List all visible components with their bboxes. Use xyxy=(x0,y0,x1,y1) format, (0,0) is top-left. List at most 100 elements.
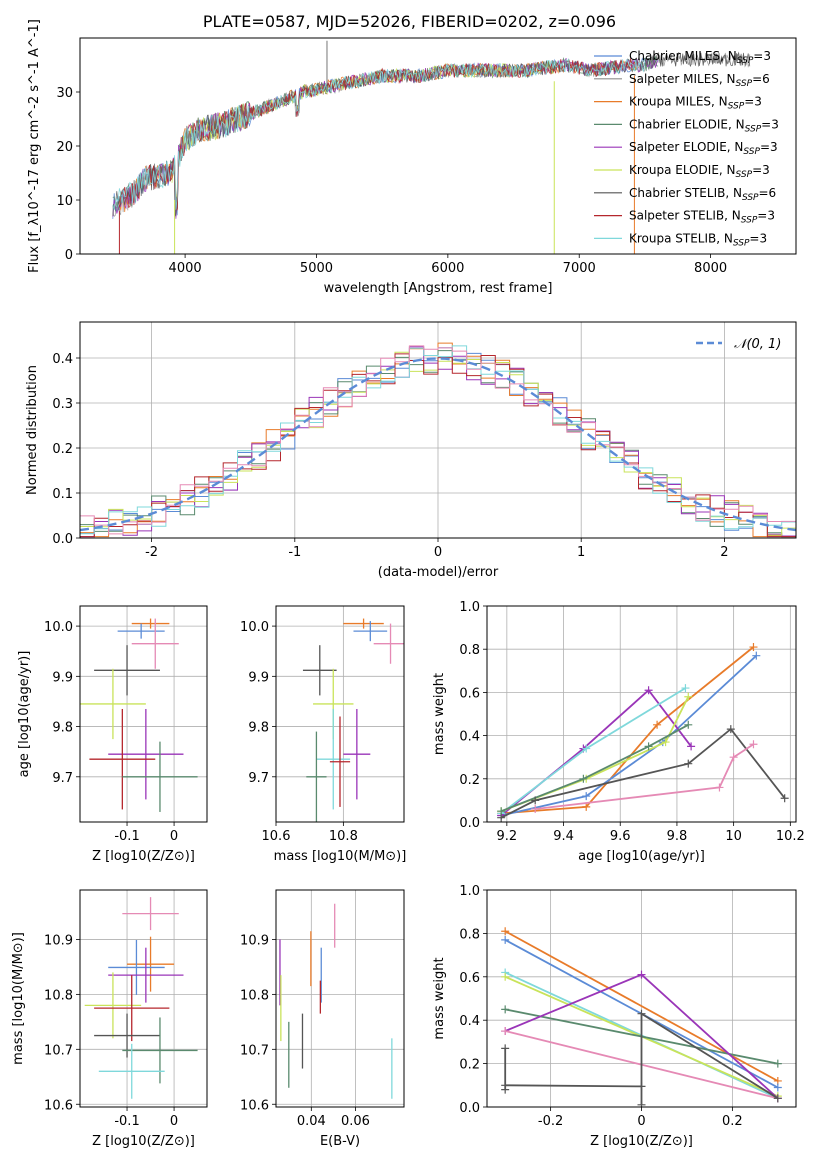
legend-value: =3 xyxy=(757,209,775,223)
plot-area-mass-vs-EBV xyxy=(279,903,393,1099)
legend-subscript: SSP xyxy=(737,56,754,66)
weight-series xyxy=(535,743,754,810)
x-tick-label: 7000 xyxy=(563,261,596,276)
plot-area-mass-vs-Z xyxy=(84,897,198,1099)
weight-marker xyxy=(726,725,735,734)
weight-marker xyxy=(579,774,588,783)
panel-age-vs-mass xyxy=(272,606,404,826)
weight-marker xyxy=(582,792,591,801)
legend-entry: Chabrier MILES, NSSP=3 xyxy=(629,49,771,66)
x-axis-label: (data-model)/error xyxy=(378,565,499,580)
weight-marker xyxy=(684,692,693,701)
legend-value: =3 xyxy=(744,95,762,109)
legend-entry: Salpeter MILES, NSSP=6 xyxy=(629,72,770,89)
x-tick-label: -0.2 xyxy=(538,1114,563,1129)
y-tick-label: 10.8 xyxy=(44,988,73,1003)
weight-marker xyxy=(644,742,653,751)
y-tick-label: 9.9 xyxy=(52,670,73,685)
weight-marker xyxy=(637,1082,646,1091)
x-tick-label: 8000 xyxy=(694,261,727,276)
y-tick-label: 10.7 xyxy=(240,1043,269,1058)
weight-marker xyxy=(715,783,724,792)
plot-area-residual-histogram xyxy=(80,342,796,538)
x-tick-label: 9.4 xyxy=(553,829,574,844)
y-tick-label: 0.0 xyxy=(459,1101,480,1116)
weight-marker xyxy=(637,1100,646,1107)
legend-subscript: SSP xyxy=(742,193,759,203)
y-axis-label: Normed distribution xyxy=(25,365,40,495)
weight-marker xyxy=(773,1083,782,1092)
axes-frame xyxy=(79,889,208,1108)
y-tick-label: 10.9 xyxy=(240,933,269,948)
x-axis-label: mass [log10(M/M⊙)] xyxy=(274,849,407,864)
x-tick-label: -0.1 xyxy=(114,1114,139,1129)
weight-marker xyxy=(780,794,789,803)
y-tick-label: 0.4 xyxy=(459,1014,480,1029)
weight-marker xyxy=(687,742,696,751)
x-tick-label: 10.8 xyxy=(329,829,358,844)
y-tick-label: 0.8 xyxy=(459,927,480,942)
legend-subscript: SSP xyxy=(745,124,762,134)
weight-marker xyxy=(497,813,506,822)
legend-entry: Salpeter ELODIE, NSSP=3 xyxy=(629,140,778,157)
weight-marker xyxy=(501,1005,510,1014)
plot-area-age-vs-Z xyxy=(80,618,198,812)
y-tick-label: 9.8 xyxy=(52,721,73,736)
legend-subscript: SSP xyxy=(736,170,753,180)
x-tick-label: 9.8 xyxy=(667,829,688,844)
legend-value: =3 xyxy=(753,49,771,63)
y-tick-label: 0.2 xyxy=(459,1058,480,1073)
weight-marker xyxy=(637,970,646,979)
y-axis-label: mass weight xyxy=(432,673,447,755)
legend-entry: Kroupa ELODIE, NSSP=3 xyxy=(629,163,770,180)
weight-marker xyxy=(582,744,591,753)
x-tick-label: 6000 xyxy=(431,261,464,276)
x-tick-label: 0 xyxy=(434,545,442,560)
y-tick-label: 10.8 xyxy=(240,988,269,1003)
y-tick-label: 0.6 xyxy=(459,686,480,701)
x-tick-label: 0.06 xyxy=(341,1114,370,1129)
weight-marker xyxy=(773,1094,782,1103)
x-axis-label: E(B-V) xyxy=(320,1134,360,1149)
weight-marker xyxy=(501,972,510,981)
y-tick-label: 10.6 xyxy=(44,1098,73,1113)
y-tick-label: 0.0 xyxy=(459,816,480,831)
axes-frame xyxy=(79,605,208,823)
spectrum-line-chabrier-stelib xyxy=(112,51,751,217)
x-tick-label: 10.2 xyxy=(776,829,805,844)
panel-age-vs-Z xyxy=(76,606,207,826)
weight-marker xyxy=(501,1027,510,1036)
panel-mass-weight-vs-Z xyxy=(483,889,796,1111)
weight-marker xyxy=(501,1044,510,1053)
y-tick-label: 9.8 xyxy=(248,721,269,736)
axes-frame xyxy=(486,605,797,823)
y-axis-label: Flux [f_λ10^-17 erg cm^-2 s^-1 A^-1] xyxy=(27,19,42,273)
x-tick-label: 4000 xyxy=(169,261,202,276)
figure-title: PLATE=0587, MJD=52026, FIBERID=0202, z=0… xyxy=(202,12,617,31)
x-tick-label: -2 xyxy=(145,545,158,560)
y-tick-label: 0.3 xyxy=(52,397,73,412)
legend-value: =3 xyxy=(761,117,779,131)
y-tick-label: 9.7 xyxy=(248,771,269,786)
weight-marker xyxy=(531,805,540,814)
axes-frame xyxy=(275,889,405,1108)
axes-frame xyxy=(275,605,405,823)
weight-marker xyxy=(749,643,758,652)
weight-marker xyxy=(531,796,540,805)
histogram-step xyxy=(80,345,796,535)
weight-marker xyxy=(653,720,662,729)
legend-value: =3 xyxy=(752,163,770,177)
y-tick-label: 30 xyxy=(56,86,73,101)
x-tick-label: 1 xyxy=(577,545,585,560)
legend-entry: Chabrier ELODIE, NSSP=3 xyxy=(629,117,779,134)
y-tick-label: 0.6 xyxy=(459,971,480,986)
plot-area-mass-weight-vs-Z xyxy=(501,927,782,1107)
x-tick-label: 9.6 xyxy=(610,829,631,844)
y-axis-label: age [log10(age/yr)] xyxy=(17,651,32,778)
y-tick-label: 0.2 xyxy=(459,773,480,788)
y-tick-label: 0.4 xyxy=(459,730,480,745)
legend-entry: 𝒩(0, 1) xyxy=(734,337,781,352)
weight-marker xyxy=(582,802,591,811)
panel-spectrum xyxy=(76,91,712,258)
